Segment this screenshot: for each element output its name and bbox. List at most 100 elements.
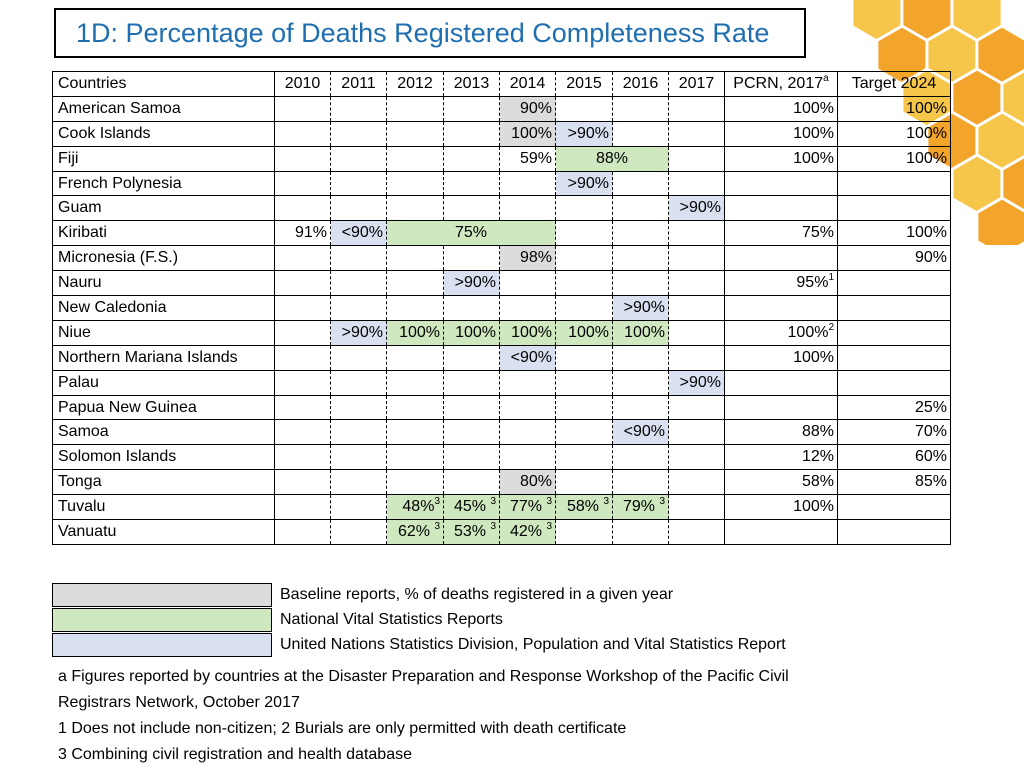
country-name: Samoa	[52, 419, 275, 446]
year-value: >90%	[443, 270, 500, 297]
legend-item: United Nations Statistics Division, Popu…	[52, 633, 786, 657]
country-name: French Polynesia	[52, 170, 275, 197]
year-empty	[668, 270, 725, 297]
legend-item: Baseline reports, % of deaths registered…	[52, 583, 673, 607]
year-empty	[612, 270, 669, 297]
year-empty	[555, 195, 613, 222]
pcrn-value: 100%2	[724, 319, 838, 346]
footnote-marker: 1	[828, 272, 834, 284]
pcrn-value	[724, 170, 838, 197]
table-row: Tonga 80% 58% 85%	[52, 469, 951, 496]
year-empty	[443, 120, 500, 147]
table-row: New Caledonia >90%	[52, 295, 951, 321]
target-value: 100%	[837, 220, 951, 247]
country-name: Nauru	[52, 270, 275, 297]
year-empty	[274, 145, 331, 172]
year-empty	[330, 444, 387, 471]
year-empty	[274, 344, 331, 371]
year-empty	[443, 245, 500, 272]
year-empty	[386, 419, 444, 446]
year-value: 100%	[499, 120, 556, 147]
footnote-marker: 3	[659, 496, 665, 508]
header-year: 2010	[274, 71, 331, 97]
year-empty	[612, 170, 669, 197]
year-empty	[274, 444, 331, 471]
header-year: 2017	[668, 71, 725, 97]
country-name: Guam	[52, 195, 275, 222]
year-empty	[443, 444, 500, 471]
year-empty	[555, 295, 613, 321]
year-empty	[274, 469, 331, 496]
table-row: Vanuatu 62% 3 53% 3 42% 3	[52, 519, 951, 545]
country-name: New Caledonia	[52, 295, 275, 321]
target-value	[837, 195, 951, 222]
year-empty	[274, 120, 331, 147]
year-empty	[612, 369, 669, 396]
year-empty	[386, 394, 444, 421]
year-value: 100%	[386, 319, 444, 346]
table-row: Papua New Guinea 25%	[52, 394, 951, 421]
year-empty	[274, 369, 331, 396]
year-empty	[555, 245, 613, 272]
legend-label: United Nations Statistics Division, Popu…	[280, 636, 786, 653]
year-empty	[612, 195, 669, 222]
year-empty	[668, 319, 725, 346]
honeycomb-decoration	[850, 0, 1024, 245]
legend-label: National Vital Statistics Reports	[280, 611, 503, 628]
year-value: 100%	[499, 319, 556, 346]
target-value: 85%	[837, 469, 951, 496]
year-empty	[386, 95, 444, 122]
year-empty	[499, 394, 556, 421]
year-empty	[612, 220, 669, 247]
year-empty	[668, 394, 725, 421]
target-value	[837, 344, 951, 371]
country-name: Vanuatu	[52, 519, 275, 545]
year-empty	[443, 195, 500, 222]
page-title-text: 1D: Percentage of Deaths Registered Comp…	[76, 17, 770, 48]
target-value	[837, 170, 951, 197]
country-name: Niue	[52, 319, 275, 346]
table-row: Niue >90% 100% 100% 100% 100% 100% 100%2	[52, 319, 951, 346]
table-row: Tuvalu 48%3 45% 3 77% 3 58% 3 79% 3 100%	[52, 494, 951, 521]
year-empty	[612, 519, 669, 545]
year-empty	[330, 145, 387, 172]
table-row: Cook Islands 100% >90% 100% 100%	[52, 120, 951, 147]
year-empty	[555, 444, 613, 471]
year-value: 58% 3	[555, 494, 613, 521]
year-empty	[443, 394, 500, 421]
year-empty	[668, 95, 725, 122]
country-name: Palau	[52, 369, 275, 396]
country-name: Solomon Islands	[52, 444, 275, 471]
year-empty	[274, 245, 331, 272]
year-empty	[443, 419, 500, 446]
year-empty	[499, 295, 556, 321]
header-pcrn-label: PCRN, 2017	[733, 74, 824, 92]
year-empty	[386, 295, 444, 321]
footnote-marker: 3	[490, 496, 496, 508]
year-empty	[499, 270, 556, 297]
header-year: 2013	[443, 71, 500, 97]
year-empty	[668, 344, 725, 371]
footnote-marker: 3	[546, 496, 552, 508]
country-name: Kiribati	[52, 220, 275, 247]
year-empty	[499, 170, 556, 197]
year-empty	[330, 394, 387, 421]
page-title: 1D: Percentage of Deaths Registered Comp…	[54, 8, 806, 58]
year-value: >90%	[612, 295, 669, 321]
year-empty	[668, 295, 725, 321]
year-empty	[499, 419, 556, 446]
legend-swatch	[52, 633, 272, 657]
year-empty	[330, 369, 387, 396]
target-value	[837, 295, 951, 321]
year-value: 100%	[443, 319, 500, 346]
country-name: Tuvalu	[52, 494, 275, 521]
header-pcrn: PCRN, 2017a	[724, 71, 838, 97]
year-empty	[386, 195, 444, 222]
year-value: 80%	[499, 469, 556, 496]
footnote-line: a Figures reported by countries at the D…	[58, 668, 789, 685]
year-empty	[668, 120, 725, 147]
year-empty	[443, 95, 500, 122]
country-name: American Samoa	[52, 95, 275, 122]
target-value	[837, 494, 951, 521]
year-empty	[443, 344, 500, 371]
